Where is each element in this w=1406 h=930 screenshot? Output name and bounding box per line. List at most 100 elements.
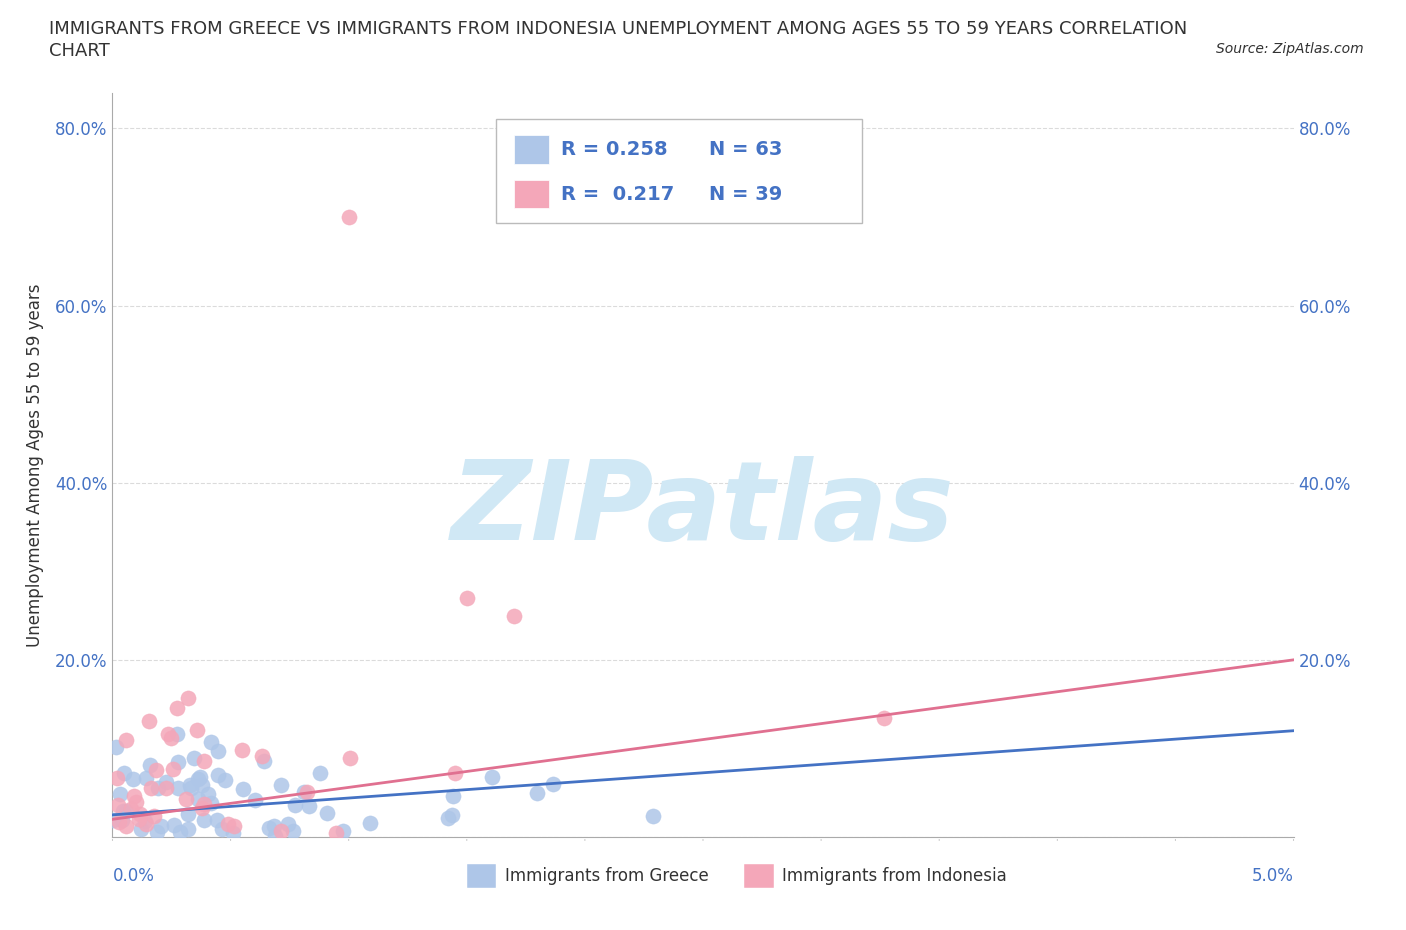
Point bbox=[129, 822, 152, 837]
Text: Source: ZipAtlas.com: Source: ZipAtlas.com bbox=[1216, 42, 1364, 56]
Point bbox=[188, 769, 211, 784]
Point bbox=[169, 825, 191, 840]
Point bbox=[207, 813, 229, 828]
FancyBboxPatch shape bbox=[515, 136, 550, 164]
Point bbox=[155, 780, 177, 795]
Point bbox=[134, 814, 156, 829]
Point bbox=[526, 785, 548, 800]
Point bbox=[163, 817, 186, 832]
Point bbox=[120, 802, 142, 817]
Text: Immigrants from Greece: Immigrants from Greece bbox=[505, 867, 709, 884]
Point bbox=[108, 815, 131, 830]
Point bbox=[160, 731, 183, 746]
Point bbox=[200, 796, 222, 811]
Point bbox=[122, 789, 145, 804]
Text: 5.0%: 5.0% bbox=[1251, 867, 1294, 884]
Point bbox=[284, 798, 307, 813]
Point bbox=[503, 608, 526, 623]
Point bbox=[292, 784, 315, 799]
Point bbox=[207, 743, 229, 758]
Point bbox=[257, 820, 280, 835]
Point bbox=[197, 787, 219, 802]
Text: R =  0.217: R = 0.217 bbox=[561, 185, 675, 204]
Text: Immigrants from Indonesia: Immigrants from Indonesia bbox=[782, 867, 1007, 884]
Point bbox=[177, 822, 200, 837]
Point bbox=[187, 792, 209, 807]
Text: R = 0.258: R = 0.258 bbox=[561, 140, 668, 159]
Point bbox=[339, 751, 361, 765]
Point bbox=[143, 808, 166, 823]
Point bbox=[128, 811, 150, 826]
Point bbox=[166, 701, 188, 716]
Point bbox=[481, 769, 503, 784]
Point bbox=[183, 751, 205, 765]
Y-axis label: Unemployment Among Ages 55 to 59 years: Unemployment Among Ages 55 to 59 years bbox=[25, 284, 44, 646]
Point bbox=[162, 762, 184, 777]
Point bbox=[873, 711, 896, 726]
Point bbox=[139, 781, 162, 796]
Point bbox=[110, 787, 132, 802]
Point bbox=[156, 727, 179, 742]
Point bbox=[176, 791, 198, 806]
Point bbox=[186, 723, 208, 737]
Point bbox=[177, 691, 200, 706]
Point bbox=[155, 774, 177, 789]
Point bbox=[211, 821, 233, 836]
Point bbox=[456, 591, 478, 605]
Point bbox=[298, 798, 321, 813]
Point bbox=[138, 757, 160, 772]
Point bbox=[112, 765, 135, 780]
FancyBboxPatch shape bbox=[744, 864, 773, 887]
Point bbox=[359, 816, 381, 830]
Point bbox=[115, 818, 138, 833]
Point bbox=[115, 804, 138, 818]
Point bbox=[191, 778, 214, 793]
Point bbox=[316, 806, 339, 821]
Point bbox=[263, 819, 285, 834]
Point bbox=[217, 817, 239, 831]
Point bbox=[112, 804, 135, 818]
Point bbox=[193, 753, 215, 768]
Point bbox=[643, 808, 665, 823]
Point bbox=[193, 797, 215, 812]
Text: N = 63: N = 63 bbox=[709, 140, 782, 159]
Point bbox=[101, 813, 124, 828]
Point bbox=[232, 781, 254, 796]
Point bbox=[231, 742, 253, 757]
Point bbox=[105, 740, 128, 755]
Point bbox=[190, 800, 212, 815]
Point bbox=[332, 824, 354, 839]
Point bbox=[107, 797, 129, 812]
Point bbox=[243, 793, 266, 808]
Point bbox=[149, 818, 172, 833]
Point bbox=[129, 807, 152, 822]
Text: CHART: CHART bbox=[49, 42, 110, 60]
Point bbox=[121, 772, 143, 787]
Point bbox=[207, 767, 229, 782]
FancyBboxPatch shape bbox=[467, 864, 496, 887]
Point bbox=[200, 735, 222, 750]
Point bbox=[277, 817, 299, 831]
Point bbox=[337, 209, 360, 224]
Point bbox=[125, 794, 148, 809]
Text: IMMIGRANTS FROM GREECE VS IMMIGRANTS FROM INDONESIA UNEMPLOYMENT AMONG AGES 55 T: IMMIGRANTS FROM GREECE VS IMMIGRANTS FRO… bbox=[49, 20, 1188, 38]
Point bbox=[167, 780, 190, 795]
Point bbox=[437, 811, 460, 826]
Point bbox=[441, 807, 464, 822]
Point bbox=[146, 825, 169, 840]
Text: N = 39: N = 39 bbox=[709, 185, 782, 204]
Point bbox=[115, 733, 138, 748]
Point bbox=[295, 785, 318, 800]
Point bbox=[177, 806, 200, 821]
Text: ZIPatlas: ZIPatlas bbox=[451, 456, 955, 564]
Point bbox=[264, 829, 287, 844]
Point bbox=[111, 812, 134, 827]
Point bbox=[309, 766, 332, 781]
Point bbox=[270, 824, 292, 839]
Point bbox=[250, 748, 273, 763]
Point bbox=[543, 777, 565, 791]
FancyBboxPatch shape bbox=[496, 119, 862, 223]
Point bbox=[167, 755, 190, 770]
Point bbox=[281, 823, 304, 838]
Point bbox=[138, 714, 160, 729]
